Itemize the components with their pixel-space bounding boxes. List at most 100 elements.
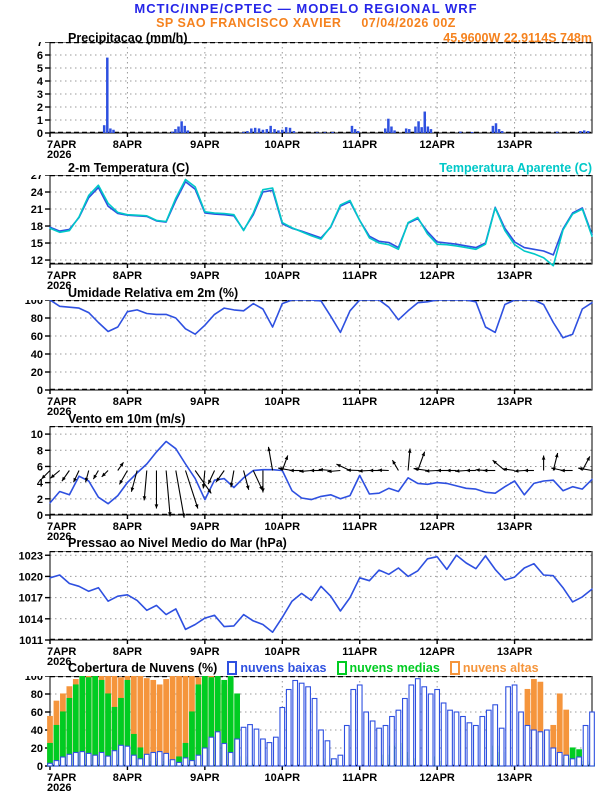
- svg-text:6: 6: [37, 461, 43, 473]
- svg-text:9APR: 9APR: [190, 521, 219, 533]
- svg-text:10APR: 10APR: [265, 772, 301, 784]
- svg-text:2026: 2026: [47, 149, 71, 159]
- svg-text:13APR: 13APR: [497, 139, 533, 151]
- svg-text:24: 24: [31, 187, 44, 199]
- wind-vector-arrows: [41, 446, 593, 518]
- svg-text:100: 100: [25, 676, 43, 683]
- svg-text:0: 0: [37, 385, 43, 397]
- svg-text:2026: 2026: [47, 531, 71, 541]
- svg-text:6: 6: [37, 50, 43, 62]
- wind-title-row: Vento em 10m (m/s): [68, 412, 592, 426]
- svg-text:7APR: 7APR: [47, 772, 76, 784]
- nuvens-medias-label: nuvens medias: [349, 661, 440, 675]
- svg-text:11APR: 11APR: [342, 396, 377, 408]
- humidity-title: Umidade Relativa em 2m (%): [68, 286, 239, 300]
- svg-text:11APR: 11APR: [342, 139, 377, 151]
- svg-text:8: 8: [37, 445, 43, 457]
- svg-text:60: 60: [31, 707, 43, 719]
- svg-text:8APR: 8APR: [113, 772, 142, 784]
- svg-text:80: 80: [31, 313, 43, 325]
- svg-text:2026: 2026: [47, 280, 71, 290]
- svg-text:2: 2: [37, 102, 43, 114]
- svg-text:20: 20: [31, 743, 43, 755]
- svg-text:12APR: 12APR: [419, 521, 455, 533]
- svg-text:5: 5: [37, 63, 43, 75]
- clouds-title-row: Cobertura de Nuvens (%) nuvens baixas nu…: [68, 661, 592, 675]
- svg-text:13APR: 13APR: [497, 772, 533, 784]
- svg-text:7APR: 7APR: [47, 270, 76, 282]
- svg-text:13APR: 13APR: [497, 521, 533, 533]
- svg-text:60: 60: [31, 331, 43, 343]
- svg-text:1017: 1017: [19, 593, 43, 605]
- nuvens-altas-label: nuvens altas: [462, 661, 539, 675]
- svg-text:18: 18: [31, 221, 43, 233]
- svg-text:10APR: 10APR: [265, 521, 301, 533]
- svg-text:12APR: 12APR: [419, 646, 455, 658]
- pressure-title: Pressao ao Nivel Medio do Mar (hPa): [68, 536, 287, 550]
- svg-text:100: 100: [25, 300, 43, 307]
- svg-text:9APR: 9APR: [190, 772, 219, 784]
- svg-text:10APR: 10APR: [265, 270, 301, 282]
- svg-text:9APR: 9APR: [190, 646, 219, 658]
- station-and-run: SP SAO FRANCISCO XAVIER 07/04/2026 00Z: [0, 16, 612, 30]
- svg-text:1011: 1011: [19, 635, 43, 647]
- svg-text:10APR: 10APR: [265, 396, 301, 408]
- svg-text:2026: 2026: [47, 656, 71, 666]
- svg-text:13APR: 13APR: [497, 646, 533, 658]
- run-datetime: 07/04/2026 00Z: [361, 16, 456, 30]
- svg-text:12APR: 12APR: [419, 772, 455, 784]
- svg-text:13APR: 13APR: [497, 396, 533, 408]
- svg-text:7APR: 7APR: [47, 521, 76, 533]
- legend-nuvens-altas: nuvens altas: [449, 661, 539, 675]
- svg-text:27: 27: [31, 175, 43, 182]
- svg-text:8APR: 8APR: [113, 139, 142, 151]
- svg-text:11APR: 11APR: [342, 270, 377, 282]
- nuvens-altas-swatch-icon: [449, 661, 460, 675]
- svg-text:11APR: 11APR: [342, 646, 377, 658]
- svg-text:0: 0: [37, 128, 43, 140]
- svg-text:9APR: 9APR: [190, 270, 219, 282]
- svg-text:2: 2: [37, 494, 43, 506]
- nuvens-baixas-swatch-icon: [227, 661, 238, 675]
- nuvens-medias-swatch-icon: [336, 661, 347, 675]
- svg-text:8APR: 8APR: [113, 646, 142, 658]
- svg-text:2026: 2026: [47, 406, 71, 416]
- svg-text:0: 0: [37, 510, 43, 522]
- humidity-title-row: Umidade Relativa em 2m (%): [68, 286, 592, 300]
- svg-text:20: 20: [31, 367, 43, 379]
- svg-text:3: 3: [37, 89, 43, 101]
- svg-text:7: 7: [37, 42, 43, 49]
- legend-nuvens-medias: nuvens medias: [336, 661, 440, 675]
- svg-text:10: 10: [31, 429, 43, 441]
- svg-text:4: 4: [37, 478, 44, 490]
- svg-text:0: 0: [37, 761, 43, 773]
- station-name: SP SAO FRANCISCO XAVIER: [156, 16, 342, 30]
- svg-text:2026: 2026: [47, 782, 71, 792]
- pressure-title-row: Pressao ao Nivel Medio do Mar (hPa): [68, 536, 592, 550]
- svg-text:8APR: 8APR: [113, 396, 142, 408]
- svg-text:4: 4: [37, 76, 44, 88]
- svg-text:11APR: 11APR: [342, 521, 377, 533]
- svg-text:21: 21: [31, 204, 43, 216]
- svg-text:9APR: 9APR: [190, 139, 219, 151]
- svg-text:9APR: 9APR: [190, 396, 219, 408]
- svg-text:1020: 1020: [19, 571, 43, 583]
- svg-text:7APR: 7APR: [47, 646, 76, 658]
- wind-title: Vento em 10m (m/s): [68, 412, 186, 426]
- temperature-title: 2-m Temperatura (C): [68, 161, 190, 175]
- svg-text:12APR: 12APR: [419, 396, 455, 408]
- svg-text:7APR: 7APR: [47, 396, 76, 408]
- svg-text:13APR: 13APR: [497, 270, 533, 282]
- svg-text:12APR: 12APR: [419, 270, 455, 282]
- svg-text:12: 12: [31, 255, 43, 267]
- svg-text:8APR: 8APR: [113, 521, 142, 533]
- svg-text:1023: 1023: [19, 551, 43, 562]
- svg-text:8APR: 8APR: [113, 270, 142, 282]
